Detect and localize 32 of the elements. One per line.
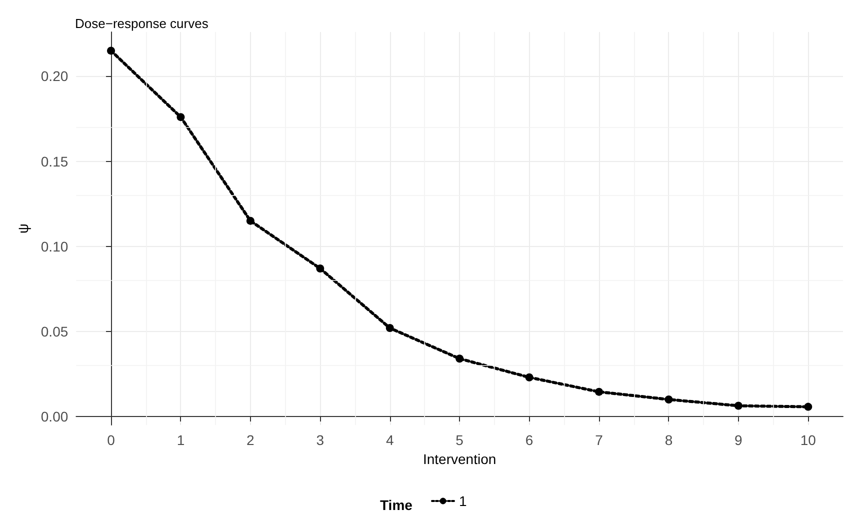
x-tick-label: 5 (456, 432, 464, 448)
x-tick-label: 3 (316, 432, 324, 448)
x-tick-label: 6 (525, 432, 534, 448)
chart-title: Dose−response curves (75, 16, 209, 31)
point (316, 264, 324, 272)
x-tick-label: 1 (176, 432, 185, 448)
point (595, 388, 603, 396)
y-tick-label: 0.00 (40, 408, 68, 424)
x-tick-label: 7 (595, 432, 604, 448)
x-axis-title: Intervention (422, 450, 496, 467)
point (107, 46, 116, 55)
x-tick-label: 0 (107, 432, 116, 448)
x-tick-label: 10 (800, 432, 816, 448)
y-tick-label: 0.10 (40, 238, 68, 254)
y-axis-title: ψ (15, 223, 31, 234)
point (456, 354, 464, 363)
y-tick-label: 0.20 (40, 68, 68, 84)
legend-label: 1 (459, 493, 467, 509)
x-tick-label: 8 (664, 432, 673, 448)
point (664, 395, 673, 404)
y-tick-label: 0.15 (40, 153, 68, 170)
point (804, 402, 812, 411)
legend-title: Time (380, 497, 413, 513)
point (734, 402, 742, 410)
y-tick-label: 0.05 (40, 323, 68, 340)
x-tick-label: 9 (734, 432, 743, 448)
x-tick-label: 4 (386, 432, 394, 448)
point (176, 113, 185, 122)
point (525, 373, 534, 382)
point (246, 216, 254, 225)
point (386, 324, 394, 332)
x-tick-label: 2 (246, 432, 255, 448)
